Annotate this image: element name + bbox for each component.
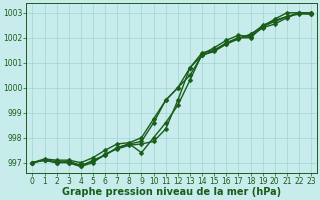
X-axis label: Graphe pression niveau de la mer (hPa): Graphe pression niveau de la mer (hPa): [62, 187, 281, 197]
